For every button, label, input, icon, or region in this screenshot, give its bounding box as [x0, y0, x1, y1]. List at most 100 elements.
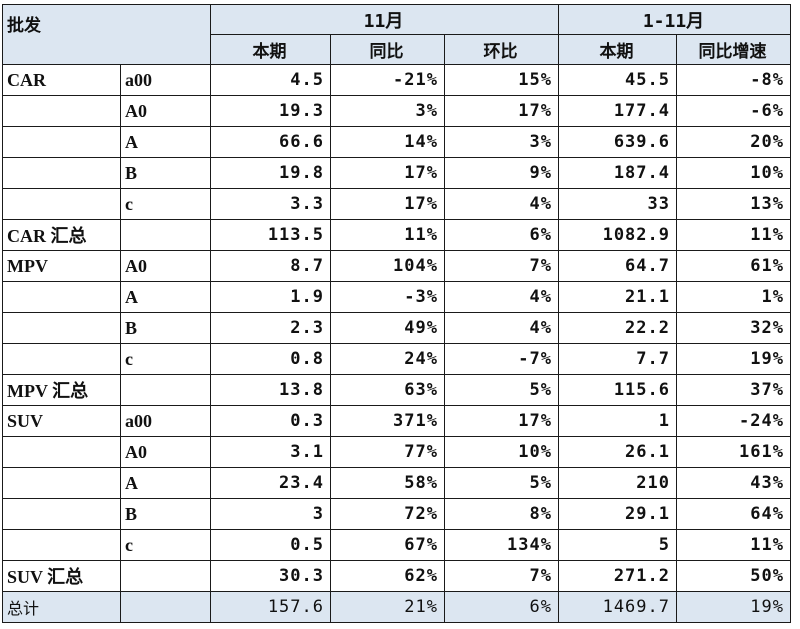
current-value-cell: 23.4	[210, 467, 331, 499]
ytd-yoy-cell: 19%	[676, 591, 791, 623]
category-cell	[2, 157, 121, 189]
current-value-cell: 3.3	[210, 188, 331, 220]
ytd-yoy-cell: 32%	[676, 312, 791, 344]
ytd-yoy-cell: 43%	[676, 467, 791, 499]
ytd-yoy-cell: 64%	[676, 498, 791, 530]
ytd-value-cell: 1082.9	[558, 219, 677, 251]
ytd-value-cell: 1469.7	[558, 591, 677, 623]
category-cell: MPV	[2, 250, 121, 282]
yoy-cell: 62%	[330, 560, 445, 592]
category-cell: SUV	[2, 405, 121, 437]
mom-cell: 5%	[444, 374, 559, 406]
category-cell: CAR	[2, 64, 121, 96]
table-row: A 66.6 14% 3% 639.6 20%	[2, 126, 791, 158]
ytd-yoy-cell: -6%	[676, 95, 791, 127]
ytd-yoy-cell: 11%	[676, 219, 791, 251]
segment-cell: A0	[120, 250, 211, 282]
ytd-value-cell: 115.6	[558, 374, 677, 406]
mom-cell: 17%	[444, 405, 559, 437]
segment-cell: B	[120, 312, 211, 344]
ytd-yoy-cell: 20%	[676, 126, 791, 158]
wholesale-sales-table: 批发 11月 1-11月 本期 同比 环比 本期 同比增速 CAR a00 4.5-…	[2, 4, 791, 623]
mom-cell: 6%	[444, 219, 559, 251]
current-value-cell: 157.6	[210, 591, 331, 623]
mom-cell: 7%	[444, 250, 559, 282]
current-value-cell: 8.7	[210, 250, 331, 282]
yoy-cell: 63%	[330, 374, 445, 406]
ytd-value-cell: 5	[558, 529, 677, 561]
segment-cell: A	[120, 467, 211, 499]
corner-label: 批发	[2, 4, 211, 65]
category-cell	[2, 498, 121, 530]
segment-cell: A0	[120, 95, 211, 127]
category-cell	[2, 529, 121, 561]
ytd-value-cell: 639.6	[558, 126, 677, 158]
ytd-value-cell: 1	[558, 405, 677, 437]
ytd-value-cell: 271.2	[558, 560, 677, 592]
current-value-cell: 1.9	[210, 281, 331, 313]
ytd-value-cell: 210	[558, 467, 677, 499]
mom-cell: 10%	[444, 436, 559, 468]
mom-cell: 6%	[444, 591, 559, 623]
table-row: CAR 汇总 113.5 11% 6% 1082.9 11%	[2, 219, 791, 251]
current-value-cell: 4.5	[210, 64, 331, 96]
category-cell: SUV 汇总	[2, 560, 121, 592]
column-header-yoy-growth: 同比增速	[676, 34, 791, 65]
segment-cell: c	[120, 529, 211, 561]
table-row: c 0.8 24% -7% 7.7 19%	[2, 343, 791, 375]
ytd-value-cell: 187.4	[558, 157, 677, 189]
ytd-value-cell: 64.7	[558, 250, 677, 282]
ytd-yoy-cell: 1%	[676, 281, 791, 313]
yoy-cell: 17%	[330, 157, 445, 189]
ytd-value-cell: 22.2	[558, 312, 677, 344]
segment-cell	[120, 591, 211, 623]
current-value-cell: 13.8	[210, 374, 331, 406]
yoy-cell: 11%	[330, 219, 445, 251]
ytd-value-cell: 26.1	[558, 436, 677, 468]
yoy-cell: 49%	[330, 312, 445, 344]
segment-cell	[120, 374, 211, 406]
header-row-columns: 本期 同比 环比 本期 同比增速	[3, 34, 791, 65]
category-cell: 总计	[2, 591, 121, 623]
column-header-current-ytd: 本期	[558, 34, 677, 65]
mom-cell: 4%	[444, 281, 559, 313]
yoy-cell: 24%	[330, 343, 445, 375]
mom-cell: 3%	[444, 126, 559, 158]
ytd-yoy-cell: 37%	[676, 374, 791, 406]
table-row: B 3 72% 8% 29.1 64%	[2, 498, 791, 530]
table-row: MPV A0 8.7 104% 7% 64.7 61%	[2, 250, 791, 282]
yoy-cell: 72%	[330, 498, 445, 530]
yoy-cell: 14%	[330, 126, 445, 158]
mom-cell: 7%	[444, 560, 559, 592]
table-row: B 2.3 49% 4% 22.2 32%	[2, 312, 791, 344]
current-value-cell: 19.3	[210, 95, 331, 127]
category-cell: MPV 汇总	[2, 374, 121, 406]
header-row-groups: 批发 11月 1-11月	[2, 4, 791, 65]
current-value-cell: 66.6	[210, 126, 331, 158]
mom-cell: 17%	[444, 95, 559, 127]
table-row: c 0.5 67% 134% 5 11%	[2, 529, 791, 561]
mom-cell: 8%	[444, 498, 559, 530]
ytd-value-cell: 21.1	[558, 281, 677, 313]
mom-cell: 4%	[444, 312, 559, 344]
mom-cell: -7%	[444, 343, 559, 375]
yoy-cell: -21%	[330, 64, 445, 96]
category-cell	[2, 467, 121, 499]
ytd-yoy-cell: 10%	[676, 157, 791, 189]
ytd-yoy-cell: 50%	[676, 560, 791, 592]
current-value-cell: 19.8	[210, 157, 331, 189]
table-row: SUV a00 0.3 371% 17% 1 -24%	[2, 405, 791, 437]
ytd-value-cell: 33	[558, 188, 677, 220]
category-cell	[2, 436, 121, 468]
mom-cell: 4%	[444, 188, 559, 220]
yoy-cell: 3%	[330, 95, 445, 127]
category-cell	[2, 188, 121, 220]
table-row: c 3.3 17% 4% 33 13%	[2, 188, 791, 220]
column-header-current: 本期	[210, 34, 331, 65]
segment-cell: c	[120, 343, 211, 375]
yoy-cell: 17%	[330, 188, 445, 220]
current-value-cell: 0.3	[210, 405, 331, 437]
yoy-cell: -3%	[330, 281, 445, 313]
current-value-cell: 3	[210, 498, 331, 530]
table-row: A0 3.1 77% 10% 26.1 161%	[2, 436, 791, 468]
